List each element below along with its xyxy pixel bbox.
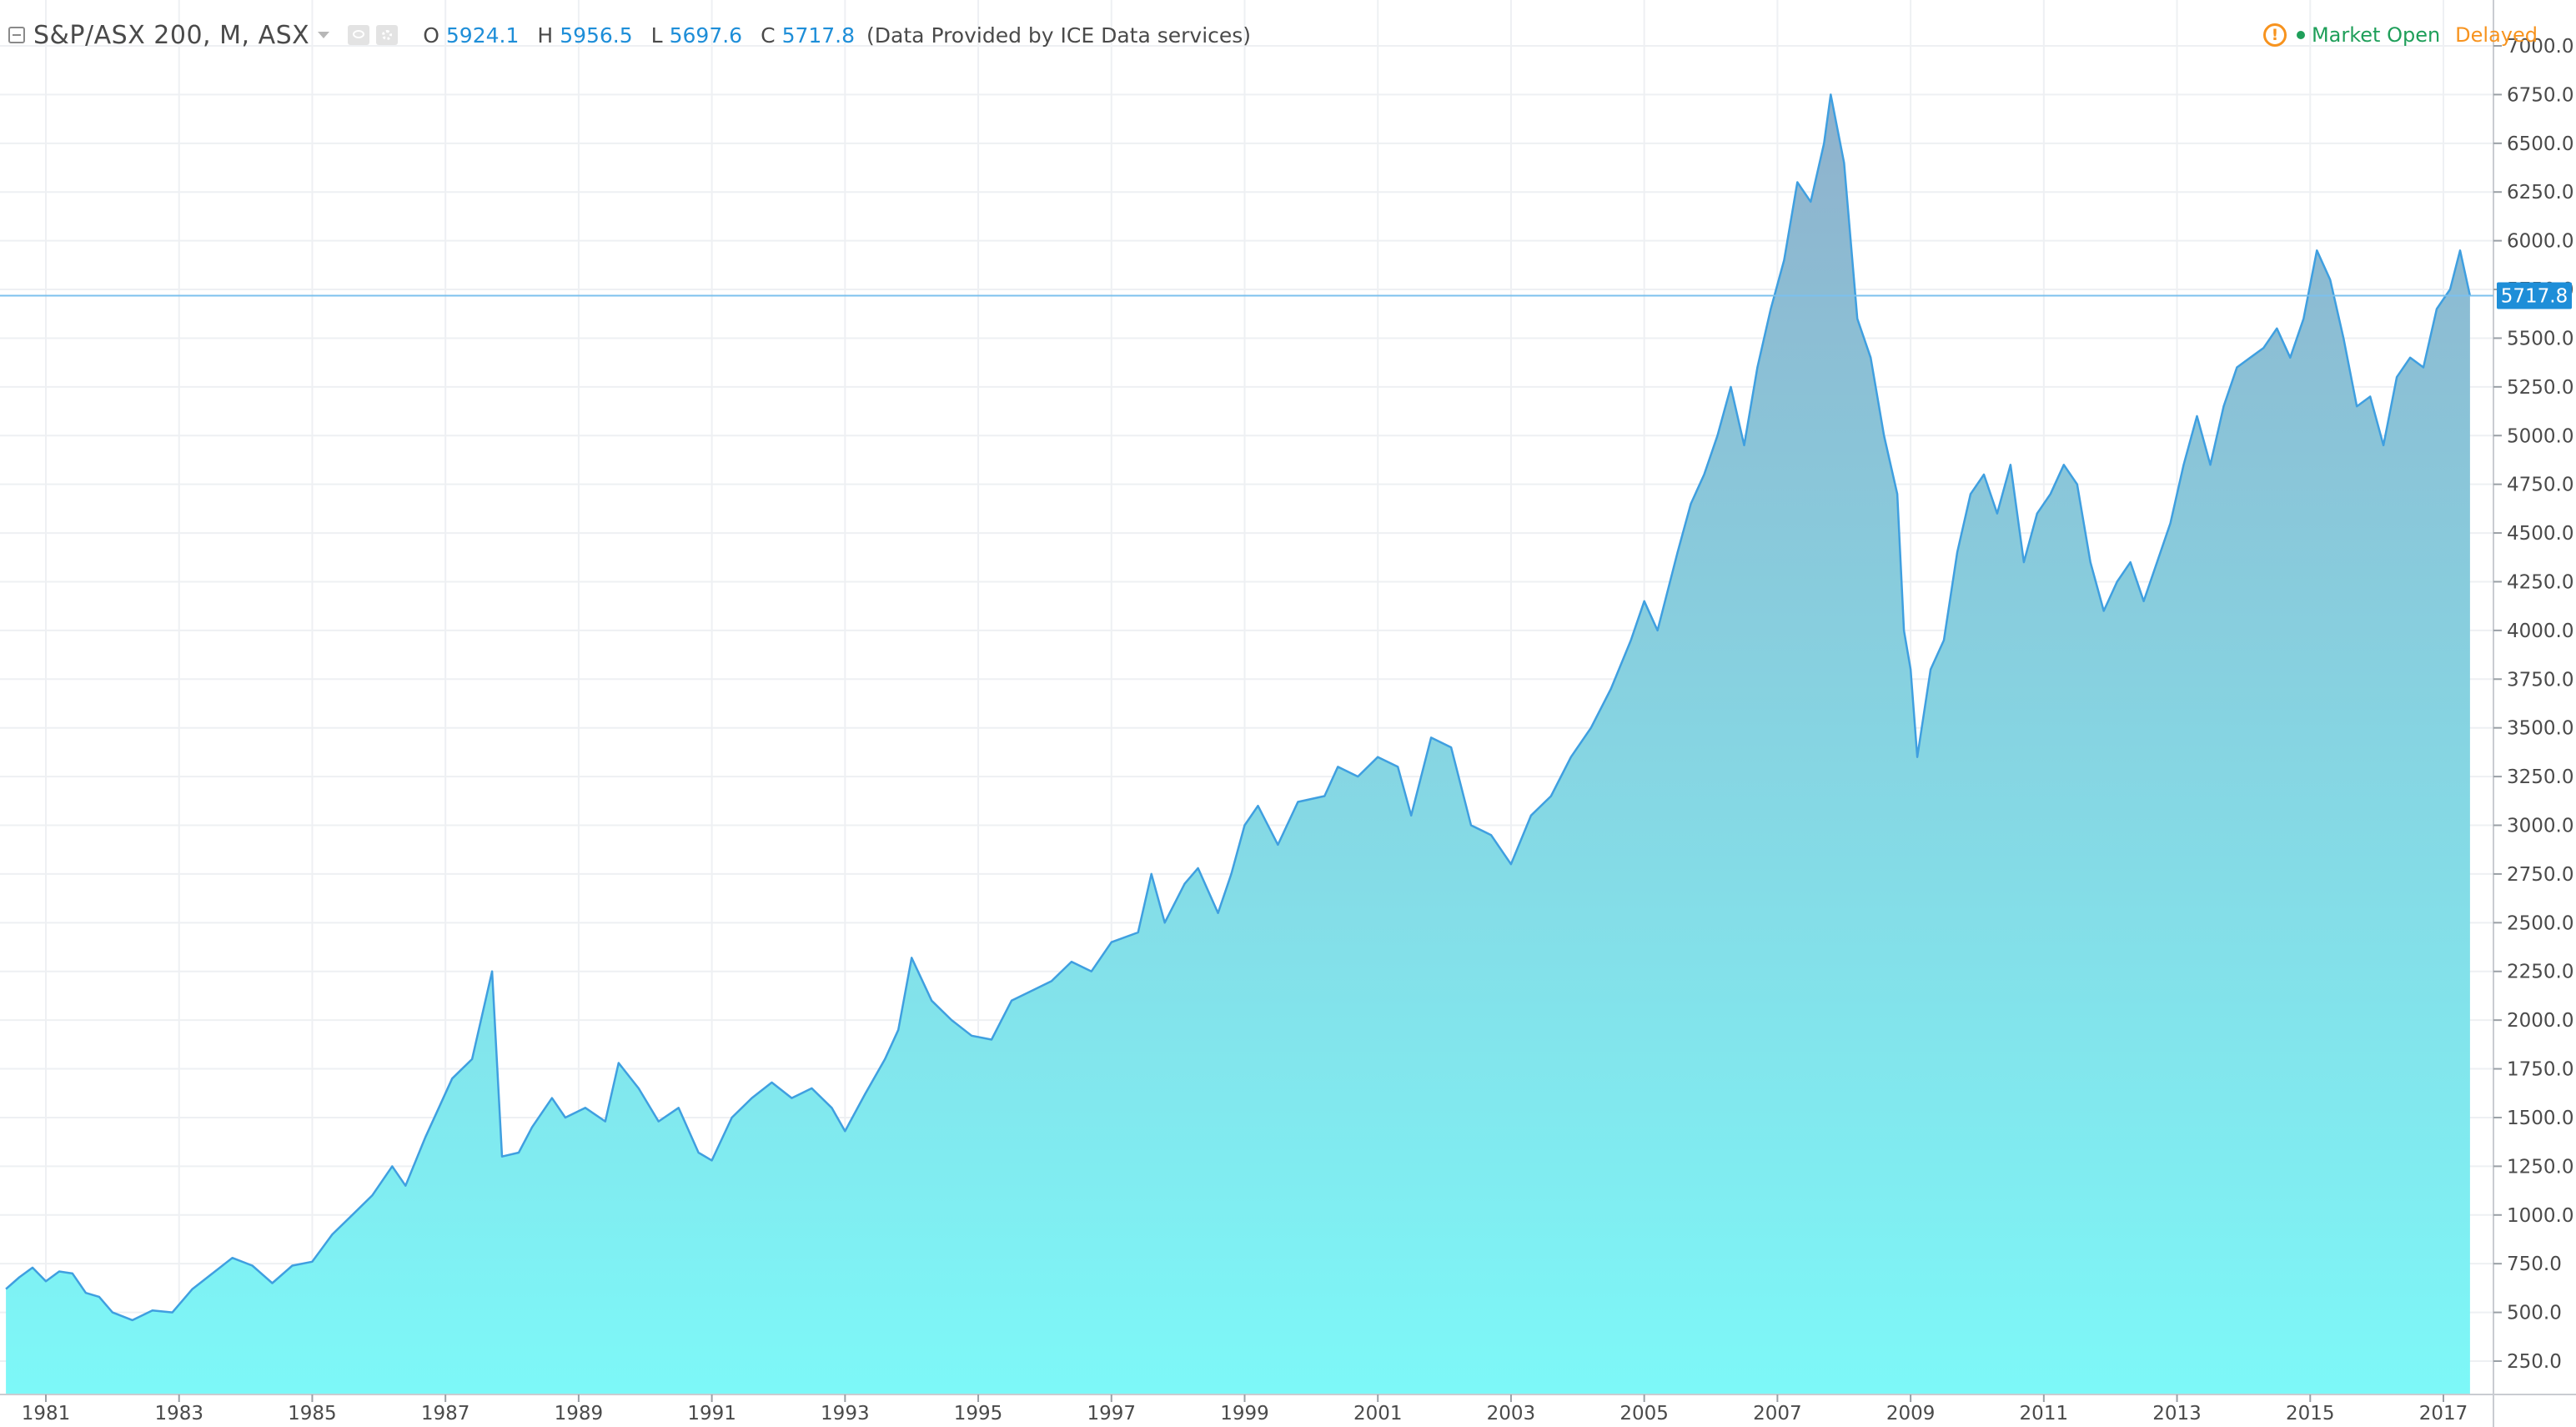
y-tick-label-18: 4750.0 — [2507, 475, 2573, 496]
y-tick-label-8: 2250.0 — [2507, 962, 2573, 983]
x-tick-label-14: 2009 — [1886, 1403, 1936, 1424]
y-tick-label-6: 1750.0 — [2507, 1059, 2573, 1081]
high-label: H — [537, 23, 554, 48]
y-tick-label-4: 1250.0 — [2507, 1156, 2573, 1178]
y-tick-label-14: 3750.0 — [2507, 669, 2573, 691]
warning-icon[interactable]: ! — [2262, 23, 2287, 47]
y-tick-label-19: 5000.0 — [2507, 425, 2573, 447]
y-tick-label-24: 6250.0 — [2507, 182, 2573, 203]
x-tick-label-4: 1989 — [555, 1403, 604, 1424]
last-price-badge — [2497, 282, 2572, 309]
x-tick-label-12: 2005 — [1619, 1403, 1669, 1424]
x-tick-label-6: 1993 — [821, 1403, 870, 1424]
y-tick-label-15: 4000.0 — [2507, 621, 2573, 642]
delayed-label[interactable]: Delayed — [2455, 23, 2538, 47]
x-tick-label-16: 2013 — [2152, 1403, 2202, 1424]
x-tick-label-1: 1983 — [154, 1403, 203, 1424]
series-area-fill — [6, 94, 2470, 1394]
y-tick-label-3: 1000.0 — [2507, 1205, 2573, 1227]
y-tick-label-11: 3000.0 — [2507, 816, 2573, 837]
data-provider-note: (Data Provided by ICE Data services) — [866, 23, 1252, 48]
low-label: L — [650, 23, 663, 48]
low-value: 5697.6 — [669, 23, 743, 48]
y-tick-label-26: 6750.0 — [2507, 84, 2573, 106]
time-axis[interactable]: 1981 1983 1985 1987 1989 1991 1993 1995 1997 1999… — [22, 1394, 2468, 1424]
gear-icon[interactable] — [376, 25, 399, 45]
close-value: 5717.8 — [781, 23, 856, 48]
y-tick-label-21: 5500.0 — [2507, 328, 2573, 349]
x-tick-label-15: 2011 — [2020, 1403, 2069, 1424]
market-open-dot-icon — [2296, 31, 2305, 39]
y-tick-label-13: 3500.0 — [2507, 718, 2573, 740]
eye-icon[interactable] — [348, 25, 370, 45]
y-tick-label-9: 2500.0 — [2507, 912, 2573, 934]
collapse-icon[interactable] — [8, 27, 25, 43]
price-series — [5, 93, 2472, 1394]
y-tick-label-20: 5250.0 — [2507, 377, 2573, 399]
price-axis[interactable]: 250.0 500.0 750.0 1000.0 1250.0 1500.0 1750.0 2… — [2493, 36, 2573, 1373]
x-tick-label-7: 1995 — [954, 1403, 1003, 1424]
open-label: O — [423, 23, 439, 48]
y-tick-label-16: 4250.0 — [2507, 571, 2573, 593]
x-tick-label-8: 1997 — [1087, 1403, 1137, 1424]
y-tick-label-27: 7000.0 — [2507, 36, 2573, 58]
y-tick-label-23: 6000.0 — [2507, 231, 2573, 253]
high-value: 5956.5 — [560, 23, 633, 48]
x-tick-label-11: 2003 — [1487, 1403, 1536, 1424]
y-tick-label-17: 4500.0 — [2507, 523, 2573, 545]
series-line — [5, 93, 2472, 1322]
close-label: C — [761, 23, 776, 48]
market-status: ! Market Open Delayed — [2262, 18, 2538, 52]
y-tick-label-7: 2000.0 — [2507, 1010, 2573, 1032]
open-value: 5924.1 — [445, 23, 520, 48]
y-tick-label-1: 500.0 — [2507, 1303, 2562, 1324]
x-tick-label-17: 2015 — [2286, 1403, 2335, 1424]
x-tick-label-0: 1981 — [22, 1403, 71, 1424]
x-tick-label-9: 1999 — [1220, 1403, 1269, 1424]
last-price-marker: 5717.8 — [0, 282, 2572, 309]
x-tick-label-13: 2007 — [1753, 1403, 1802, 1424]
y-tick-label-0: 250.0 — [2507, 1351, 2562, 1373]
y-tick-label-2: 750.0 — [2507, 1254, 2562, 1275]
chevron-down-icon[interactable] — [318, 32, 330, 38]
y-tick-label-25: 6500.0 — [2507, 133, 2573, 155]
x-tick-label-2: 1985 — [288, 1403, 337, 1424]
last-price-label: 5717.8 — [2501, 286, 2568, 308]
series-legend: S&P/ASX 200, M, ASX O 5924.1 H 5956.5 L … — [8, 18, 1251, 52]
y-tick-label-5: 1500.0 — [2507, 1108, 2573, 1129]
x-tick-label-10: 2001 — [1353, 1403, 1403, 1424]
y-tick-label-10: 2750.0 — [2507, 864, 2573, 886]
symbol-title[interactable]: S&P/ASX 200, M, ASX — [33, 20, 310, 50]
y-tick-label-12: 3250.0 — [2507, 766, 2573, 788]
x-tick-label-5: 1991 — [687, 1403, 736, 1424]
market-open-label: Market Open — [2311, 23, 2441, 47]
x-tick-label-3: 1987 — [421, 1403, 470, 1424]
x-tick-label-18: 2017 — [2419, 1403, 2468, 1424]
